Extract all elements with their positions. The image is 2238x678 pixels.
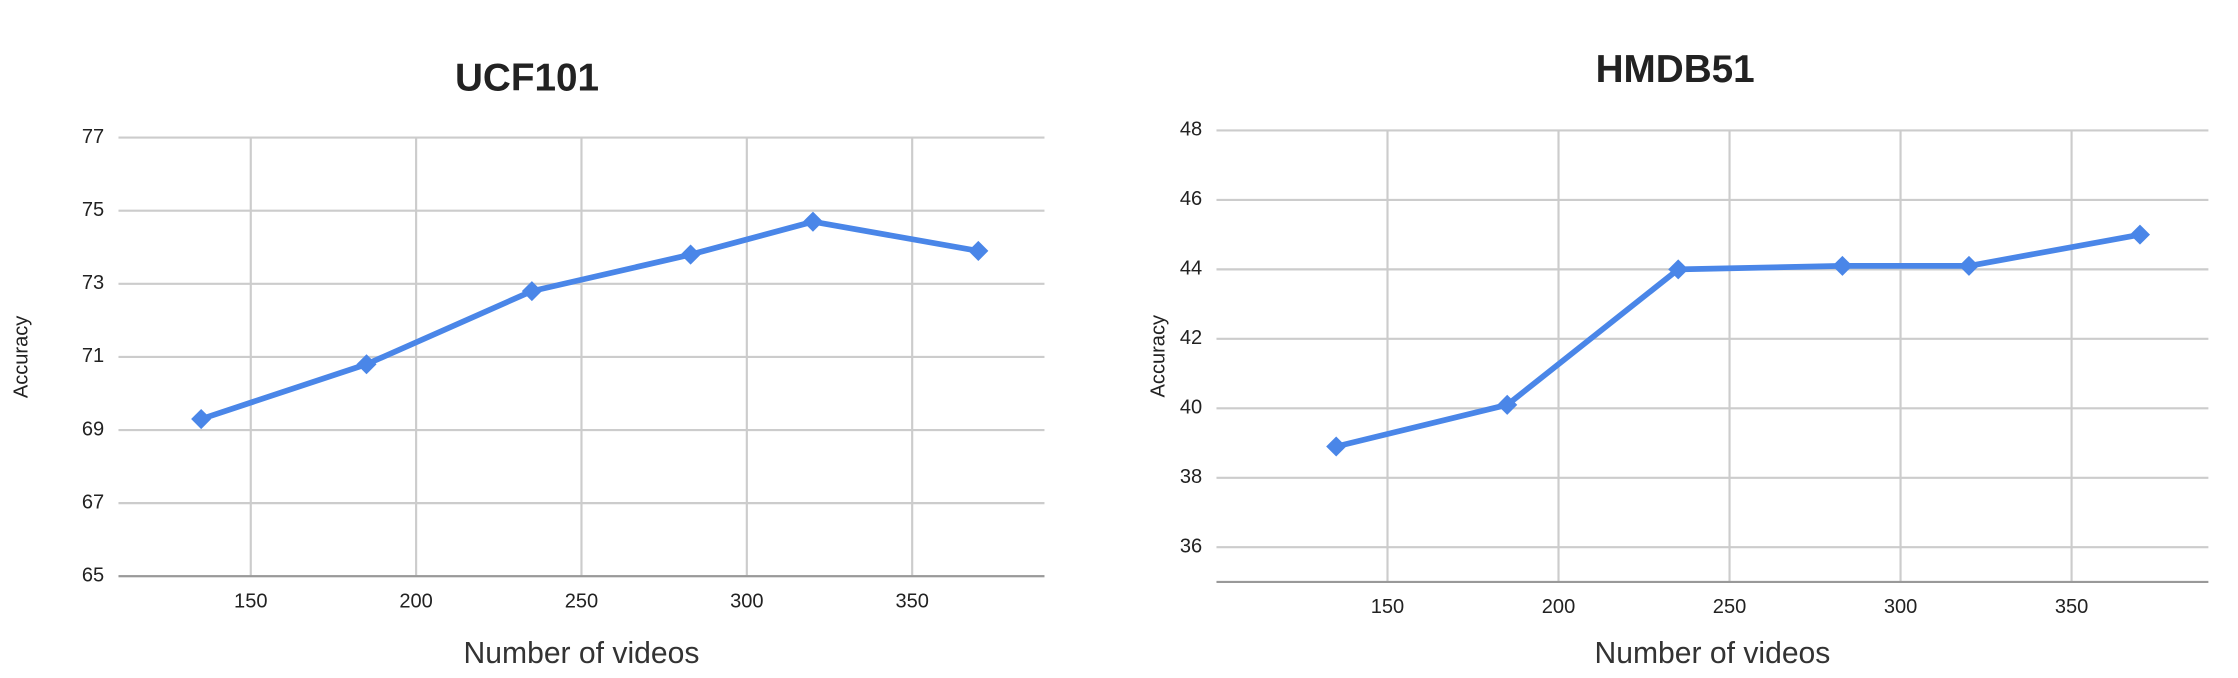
data-point [191, 409, 212, 430]
data-point [1832, 255, 1853, 276]
y-tick-label: 77 [82, 126, 104, 148]
y-tick-label: 42 [1180, 327, 1202, 349]
x-tick-label: 250 [565, 590, 598, 612]
x-axis-label: Number of videos [464, 637, 700, 670]
chart-title: HMDB51 [1596, 48, 1755, 91]
y-tick-label: 75 [82, 199, 104, 221]
data-point [1668, 259, 1689, 280]
x-tick-label: 200 [1542, 596, 1575, 618]
x-tick-label: 350 [895, 590, 928, 612]
y-tick-label: 46 [1180, 188, 1202, 210]
y-tick-label: 38 [1180, 466, 1202, 488]
x-tick-label: 200 [399, 590, 432, 612]
chart-title: UCF101 [455, 56, 599, 99]
data-point [356, 354, 377, 375]
data-line [200, 218, 979, 422]
x-tick-label: 250 [1713, 596, 1746, 618]
y-tick-label: 65 [82, 565, 104, 587]
data-point [1326, 436, 1347, 457]
data-point [1497, 394, 1518, 415]
y-tick-label: 73 [82, 272, 104, 294]
y-tick-label: 44 [1180, 258, 1202, 280]
y-axis-label: Accuracy [1147, 315, 1169, 397]
y-tick-label: 36 [1180, 536, 1202, 558]
data-point [1958, 255, 1979, 276]
data-line [1335, 231, 2141, 450]
data-point [2129, 224, 2151, 245]
x-tick-label: 300 [730, 590, 763, 612]
data-point [802, 211, 824, 232]
x-tick-label: 300 [1884, 596, 1917, 618]
x-tick-label: 150 [234, 590, 267, 612]
y-tick-label: 48 [1180, 119, 1202, 141]
y-axis-label: Accuracy [11, 316, 33, 398]
x-axis-label: Number of videos [1595, 637, 1831, 670]
y-tick-label: 40 [1180, 397, 1202, 419]
data-point [680, 244, 701, 265]
x-tick-label: 350 [2055, 596, 2088, 618]
y-tick-label: 71 [82, 345, 104, 367]
y-tick-label: 69 [82, 418, 104, 440]
data-point [968, 240, 989, 261]
y-tick-label: 67 [82, 491, 104, 513]
x-tick-label: 150 [1371, 596, 1404, 618]
